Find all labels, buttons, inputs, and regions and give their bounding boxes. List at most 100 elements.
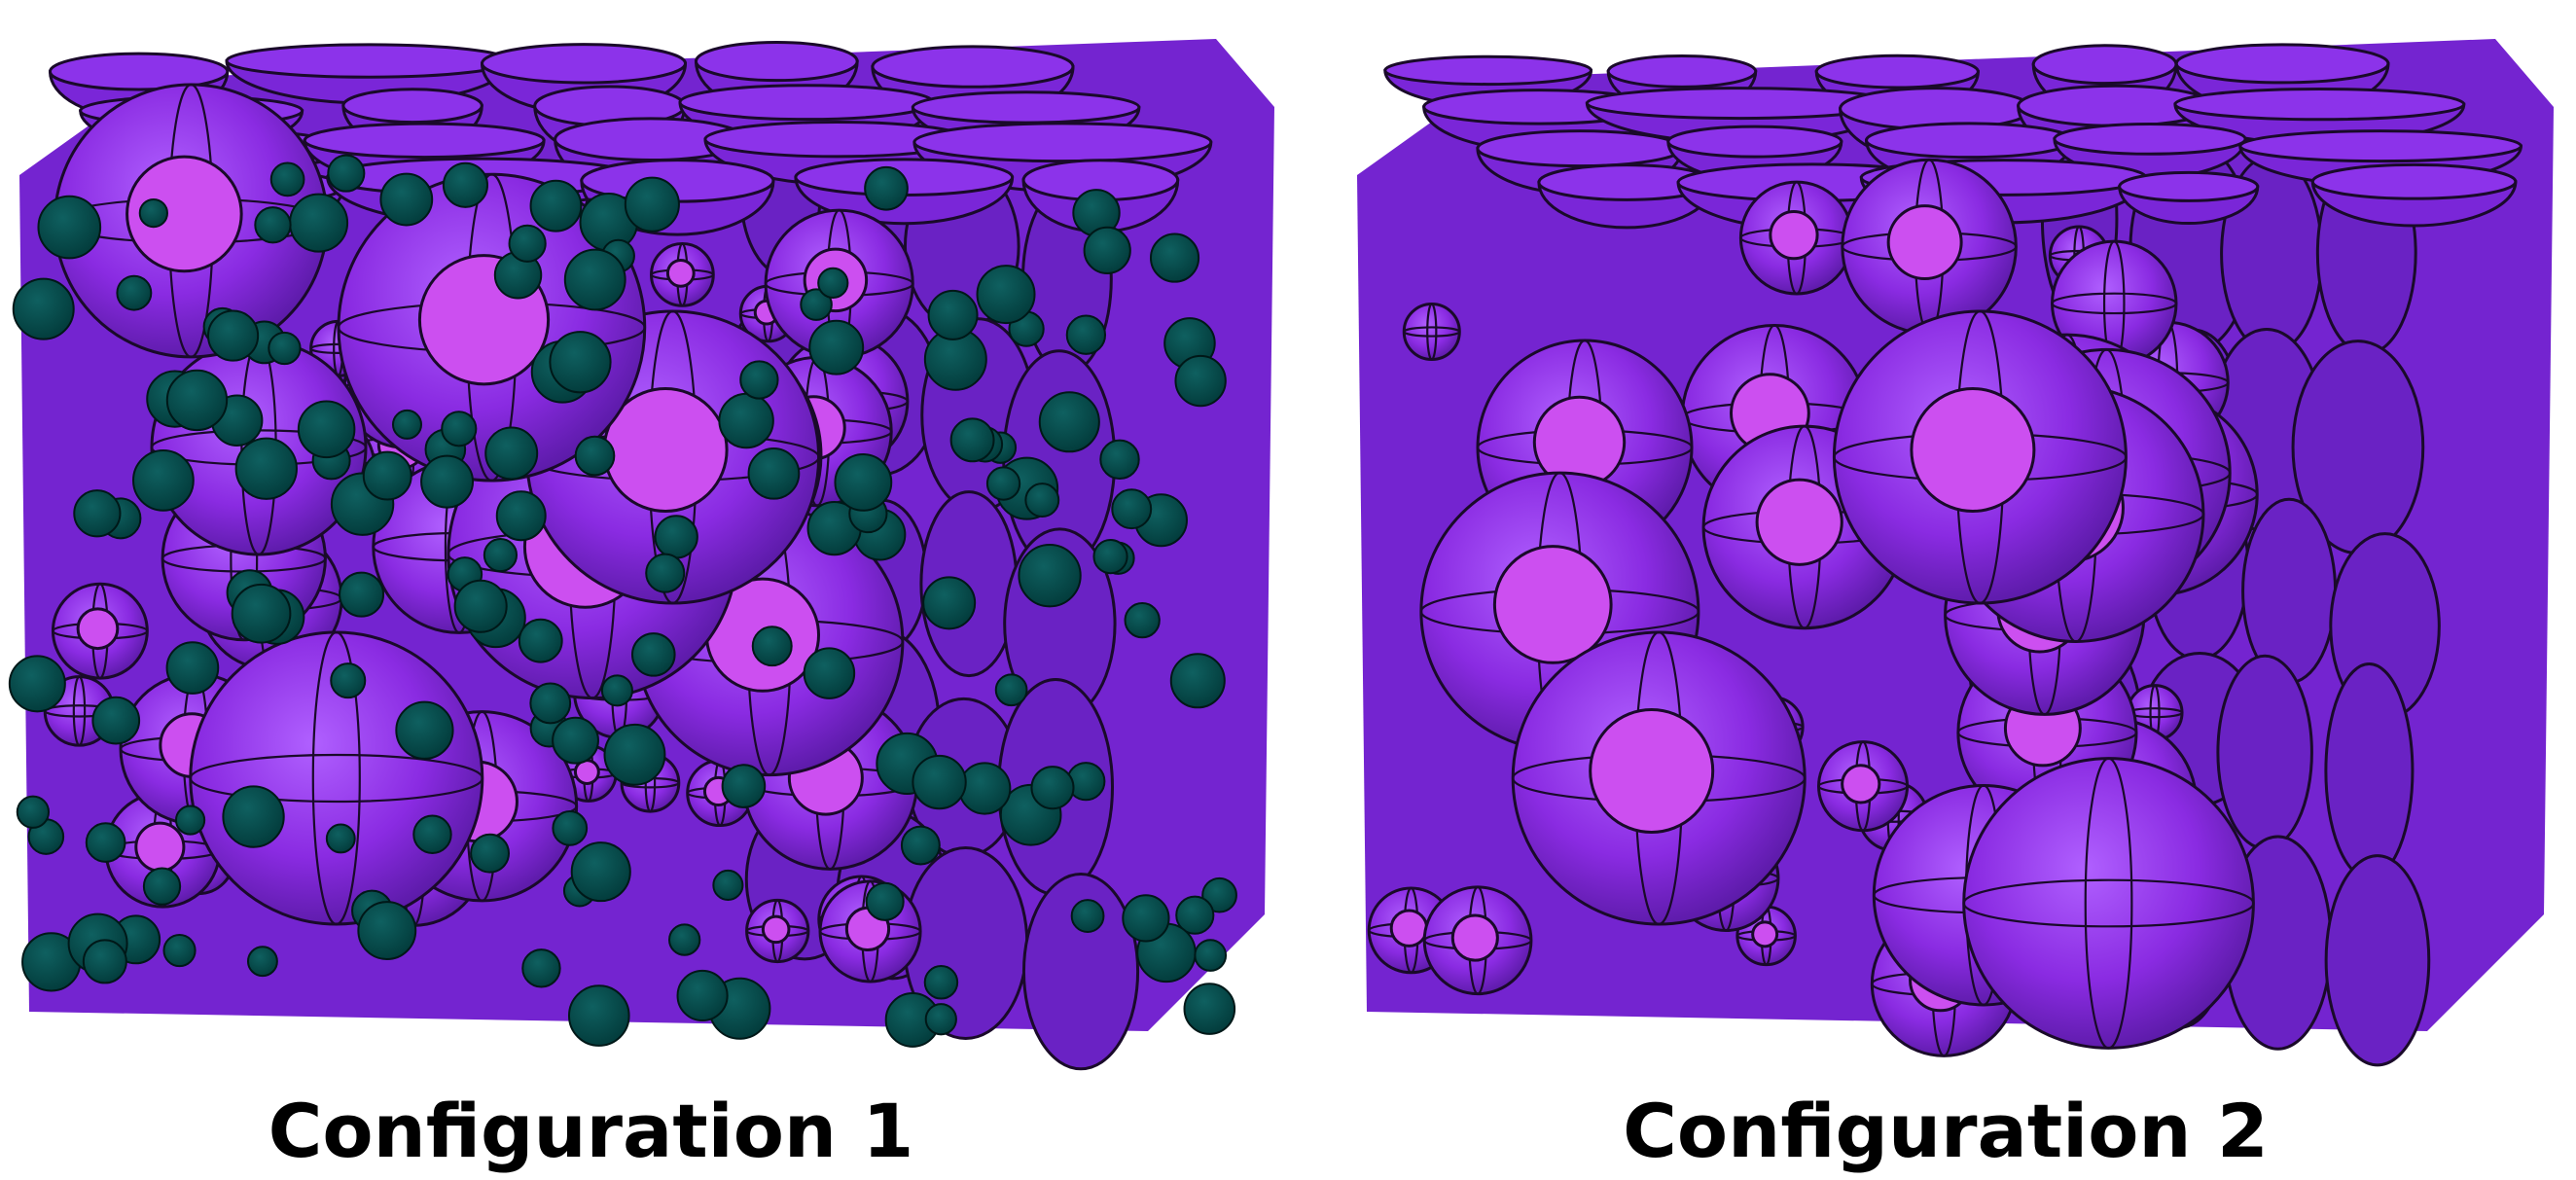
- secondary-particle: [470, 833, 511, 874]
- secondary-particle: [330, 662, 367, 699]
- secondary-particle: [1024, 483, 1060, 518]
- secondary-particle: [751, 626, 793, 667]
- secondary-particle: [529, 179, 583, 232]
- secondary-particle: [624, 176, 680, 232]
- packing-cube: [1357, 39, 2554, 1067]
- secondary-particle: [800, 288, 833, 321]
- secondary-particle: [803, 647, 856, 699]
- secondary-particle: [518, 618, 563, 663]
- primary-particle: [51, 582, 149, 680]
- secondary-particle: [949, 417, 995, 463]
- secondary-particle: [395, 700, 454, 760]
- front-face: [1367, 158, 2259, 1057]
- secondary-particle: [1099, 439, 1140, 481]
- cut-top-face: [2118, 170, 2260, 225]
- configuration-2-packing-render: [1357, 39, 2554, 1067]
- primary-particle: [1422, 885, 1533, 996]
- secondary-particle: [739, 360, 779, 400]
- secondary-particle: [508, 224, 547, 263]
- primary-particle: [337, 172, 647, 483]
- secondary-particle: [1092, 539, 1128, 575]
- secondary-particle: [676, 969, 729, 1022]
- secondary-particle: [357, 901, 417, 961]
- secondary-particle: [1065, 314, 1107, 355]
- secondary-particle: [339, 571, 385, 618]
- secondary-particle: [12, 277, 75, 340]
- secondary-particle: [1174, 354, 1227, 408]
- secondary-particle: [1183, 983, 1236, 1035]
- secondary-particle: [549, 331, 612, 394]
- secondary-particle: [958, 762, 1012, 815]
- secondary-particle: [923, 965, 959, 1000]
- secondary-particle: [222, 785, 285, 848]
- secondary-particle: [483, 537, 519, 573]
- secondary-particle: [552, 810, 589, 846]
- secondary-particle: [808, 319, 865, 375]
- configuration-2-caption: Configuration 2: [1623, 1088, 2269, 1174]
- configuration-1-packing-render: [8, 39, 1274, 1071]
- secondary-particle: [985, 466, 1021, 501]
- secondary-particle: [73, 489, 122, 538]
- secondary-particle: [645, 553, 686, 593]
- secondary-particle: [567, 984, 630, 1047]
- secondary-particle: [297, 400, 356, 459]
- secondary-particle: [976, 265, 1036, 325]
- secondary-particle: [529, 682, 572, 725]
- secondary-particle: [254, 206, 292, 244]
- primary-particle: [1817, 740, 1910, 833]
- secondary-particle: [138, 197, 168, 229]
- secondary-particle: [8, 655, 66, 713]
- secondary-particle: [630, 632, 676, 677]
- secondary-particle: [1111, 488, 1153, 530]
- secondary-particle: [865, 881, 905, 921]
- secondary-particle: [231, 583, 292, 644]
- cut-top-face: [1537, 163, 1716, 230]
- configuration-1-panel: Configuration 1: [8, 39, 1274, 1168]
- secondary-particle: [900, 825, 941, 866]
- secondary-particle: [600, 674, 633, 707]
- secondary-particle: [206, 309, 260, 362]
- secondary-particle: [747, 447, 801, 500]
- secondary-particle: [132, 448, 195, 512]
- secondary-particle: [912, 754, 967, 810]
- secondary-particle: [721, 764, 767, 808]
- secondary-particle: [85, 822, 126, 863]
- secondary-particle: [16, 795, 51, 829]
- secondary-particles: [8, 154, 1237, 1048]
- secondary-particle: [864, 165, 909, 211]
- secondary-particle: [668, 923, 701, 956]
- primary-particle: [189, 630, 484, 926]
- primary-particle: [650, 242, 715, 307]
- configuration-2-panel: Configuration 2: [1338, 0, 2576, 1180]
- secondary-particle: [453, 579, 508, 633]
- secondary-particle: [442, 161, 489, 208]
- secondary-particle: [563, 248, 626, 311]
- secondary-particle: [1122, 894, 1170, 943]
- secondary-particle: [552, 716, 599, 765]
- secondary-particle: [116, 274, 153, 311]
- secondary-particle: [420, 454, 475, 509]
- secondary-particle: [165, 641, 220, 695]
- primary-particle: [745, 898, 810, 964]
- secondary-particle: [1083, 226, 1131, 274]
- secondary-particle: [1201, 876, 1237, 913]
- secondary-particle: [927, 289, 979, 340]
- secondary-particle: [1124, 602, 1161, 639]
- cut-side-face: [2324, 662, 2415, 880]
- secondary-particle: [379, 172, 434, 227]
- secondary-particle: [174, 805, 206, 836]
- secondary-particle: [268, 331, 302, 366]
- secondary-particle: [1070, 899, 1105, 933]
- secondary-particle: [603, 723, 666, 786]
- cut-side-face: [1021, 873, 1140, 1071]
- primary-particle: [1738, 180, 1854, 296]
- secondary-particle: [325, 823, 356, 854]
- cut-side-face: [2216, 654, 2313, 850]
- secondary-particle: [574, 435, 616, 477]
- secondary-particle: [484, 426, 539, 481]
- secondary-particle: [1175, 895, 1215, 935]
- secondary-particle: [289, 193, 349, 253]
- secondary-particle: [441, 411, 478, 447]
- primary-particle: [1511, 630, 1807, 926]
- secondary-particle: [234, 437, 298, 500]
